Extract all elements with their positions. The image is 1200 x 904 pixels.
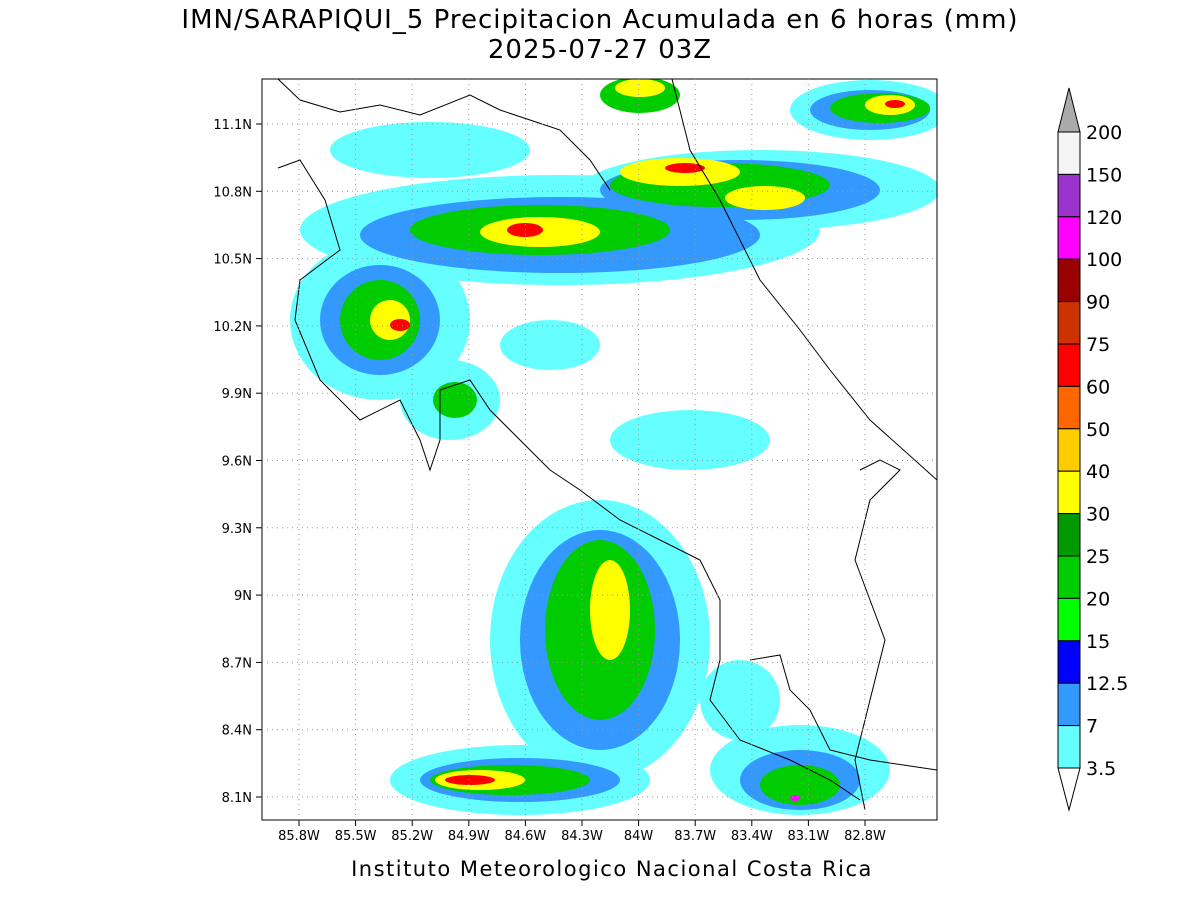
subtitle: 2025-07-27 03Z bbox=[488, 35, 712, 65]
colorbar-label: 200 bbox=[1086, 122, 1122, 144]
title: IMN/SARAPIQUI_5 Precipitacion Acumulada … bbox=[181, 5, 1018, 35]
map-frame bbox=[261, 78, 938, 821]
colorbar-label: 40 bbox=[1086, 461, 1110, 483]
colorbar-box bbox=[1057, 258, 1081, 303]
lat-tick-label: 9.6N bbox=[222, 455, 252, 470]
colorbar-label: 7 bbox=[1086, 716, 1098, 738]
colorbar-label: 100 bbox=[1086, 249, 1122, 271]
colorbar-label: 25 bbox=[1086, 546, 1110, 568]
lon-tick-label: 83.7W bbox=[674, 829, 716, 844]
colorbar-label: 120 bbox=[1086, 207, 1122, 229]
colorbar-box bbox=[1057, 301, 1081, 345]
colorbar-box bbox=[1057, 428, 1081, 472]
lat-tick-label: 11.1N bbox=[213, 118, 252, 133]
lon-tick-label: 84.3W bbox=[561, 829, 603, 844]
colorbar-box bbox=[1057, 513, 1081, 557]
lon-tick-label: 82.8W bbox=[844, 829, 886, 844]
lat-tick-label: 9.9N bbox=[222, 387, 252, 402]
lat-tick-label: 10.2N bbox=[213, 320, 252, 335]
lat-tick-label: 8.4N bbox=[222, 724, 252, 739]
lon-tick-label: 85.5W bbox=[335, 829, 377, 844]
colorbar-box bbox=[1057, 682, 1081, 727]
lat-tick-label: 8.7N bbox=[222, 656, 252, 671]
colorbar-label: 20 bbox=[1086, 588, 1110, 610]
colorbar-box bbox=[1057, 597, 1081, 642]
colorbar-box bbox=[1057, 173, 1081, 218]
colorbar-box bbox=[1057, 555, 1081, 599]
lon-tick-label: 83.4W bbox=[731, 829, 773, 844]
lon-tick-label: 85.8W bbox=[278, 829, 320, 844]
lon-tick-label: 83.1W bbox=[787, 829, 829, 844]
colorbar-label: 90 bbox=[1086, 292, 1110, 314]
colorbar-label: 150 bbox=[1086, 164, 1122, 186]
colorbar-box bbox=[1057, 385, 1081, 430]
lon-tick-label: 84.9W bbox=[448, 829, 490, 844]
colorbar-label: 50 bbox=[1086, 419, 1110, 441]
lat-tick-label: 9N bbox=[234, 589, 252, 604]
colorbar-label: 30 bbox=[1086, 504, 1110, 526]
colorbar-label: 12.5 bbox=[1086, 673, 1128, 695]
lon-tick-label: 84.6W bbox=[504, 829, 546, 844]
colorbar-label: 15 bbox=[1086, 631, 1110, 653]
colorbar-box bbox=[1057, 640, 1081, 684]
colorbar-label: 3.5 bbox=[1086, 758, 1116, 780]
precipitation-field bbox=[290, 79, 937, 815]
lat-tick-label: 9.3N bbox=[222, 522, 252, 537]
colorbar-label: 75 bbox=[1086, 334, 1110, 356]
lat-tick-label: 10.5N bbox=[213, 253, 252, 268]
colorbar-box bbox=[1057, 725, 1081, 769]
lat-tick-label: 8.1N bbox=[222, 791, 252, 806]
lon-tick-label: 84W bbox=[624, 829, 654, 844]
colorbar-box bbox=[1057, 470, 1081, 515]
colorbar-box bbox=[1057, 131, 1081, 175]
colorbar-box bbox=[1057, 216, 1081, 260]
footer: Instituto Meteorologico Nacional Costa R… bbox=[351, 857, 873, 881]
lon-tick-label: 85.2W bbox=[391, 829, 433, 844]
colorbar-arrow bbox=[1057, 87, 1081, 133]
colorbar-arrow bbox=[1057, 767, 1081, 812]
colorbar-label: 60 bbox=[1086, 376, 1110, 398]
colorbar-box bbox=[1057, 343, 1081, 387]
lat-tick-label: 10.8N bbox=[213, 185, 252, 200]
